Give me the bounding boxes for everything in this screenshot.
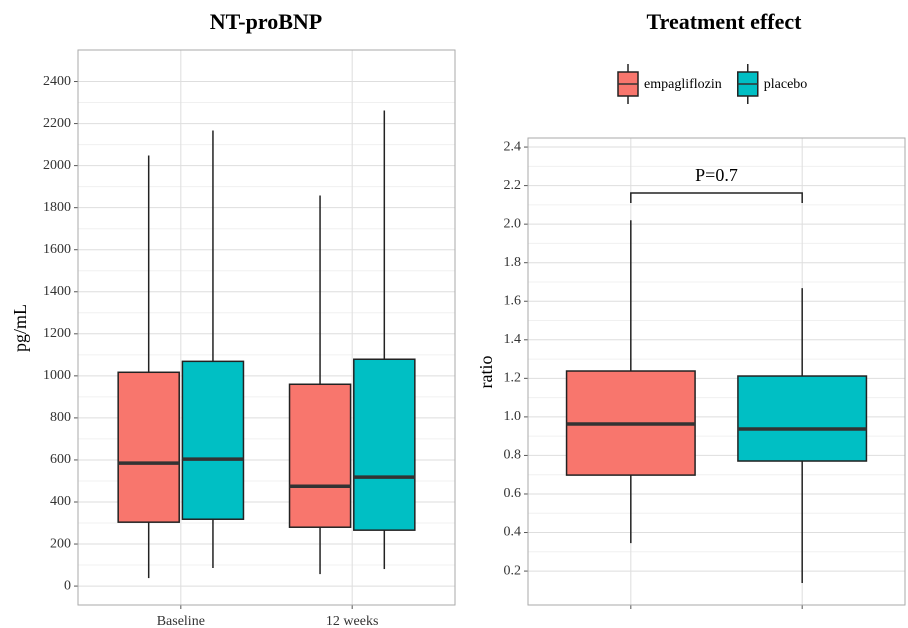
y-tick-label: 1800 xyxy=(43,200,71,215)
box xyxy=(181,360,245,520)
y-tick-label: 400 xyxy=(50,494,71,509)
significance-bracket xyxy=(630,192,803,203)
y-tick-label: 0.6 xyxy=(504,486,522,501)
y-tick-label: 0.8 xyxy=(504,448,522,463)
annotation: P=0.7 xyxy=(695,165,738,185)
chart-title: NT-proBNP xyxy=(210,9,322,34)
y-axis-title: pg/mL xyxy=(10,304,30,352)
y-tick-label: 1600 xyxy=(43,242,71,257)
x-tick-label: 12 weeks xyxy=(326,614,379,628)
y-tick-label: 0.2 xyxy=(504,563,522,578)
y-tick-label: 1.0 xyxy=(504,409,522,424)
box xyxy=(288,383,352,528)
box xyxy=(117,371,180,523)
y-tick-label: 2.0 xyxy=(504,216,522,231)
y-tick-label: 2200 xyxy=(43,116,71,131)
y-tick-label: 0 xyxy=(64,578,71,593)
chart-title: Treatment effect xyxy=(647,9,803,34)
legend-label: placebo xyxy=(764,77,808,92)
y-tick-label: 200 xyxy=(50,536,71,551)
legend-label: empagliflozin xyxy=(644,77,722,92)
y-tick-label: 600 xyxy=(50,452,71,467)
y-tick-label: 2400 xyxy=(43,74,71,89)
y-tick-label: 1200 xyxy=(43,326,71,341)
y-tick-label: 800 xyxy=(50,410,71,425)
y-tick-label: 2.2 xyxy=(504,178,522,193)
y-tick-label: 0.4 xyxy=(504,525,522,540)
y-tick-label: 1.6 xyxy=(504,293,522,308)
box xyxy=(353,358,416,531)
y-tick-label: 1400 xyxy=(43,284,71,299)
box xyxy=(737,375,868,462)
y-tick-label: 1.4 xyxy=(504,332,522,347)
y-tick-label: 2000 xyxy=(43,158,71,173)
panel-border xyxy=(77,49,456,606)
y-tick-label: 1.8 xyxy=(504,255,522,270)
y-tick-label: 1000 xyxy=(43,368,71,383)
y-tick-label: 1.2 xyxy=(504,371,522,386)
panel-border xyxy=(527,137,906,606)
y-axis-title: ratio xyxy=(476,356,496,389)
y-tick-label: 2.4 xyxy=(504,139,522,154)
x-tick-label: Baseline xyxy=(157,614,205,628)
